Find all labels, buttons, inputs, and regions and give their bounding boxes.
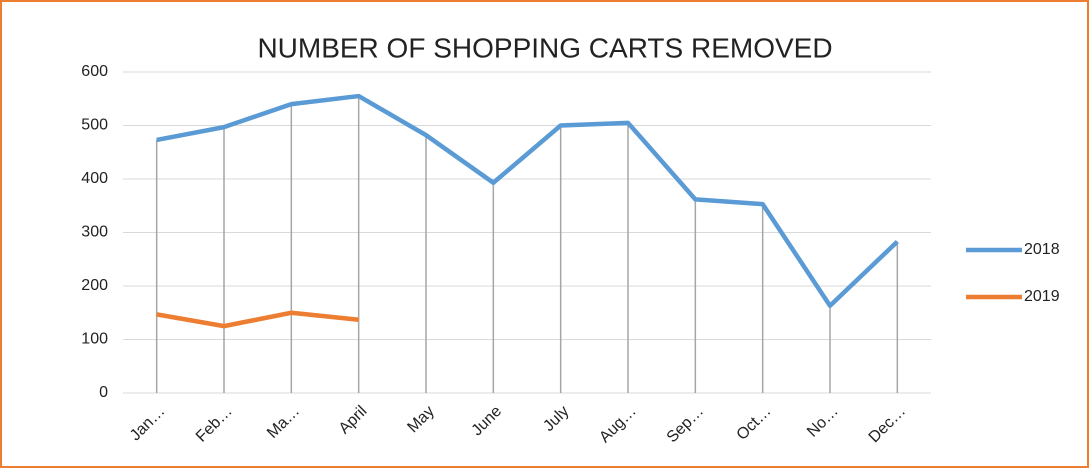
series-line: [156, 310, 359, 329]
y-tick-label: 200: [81, 277, 108, 294]
y-tick-label: 100: [81, 331, 108, 348]
y-tick-label: 500: [81, 117, 108, 134]
chart-title: NUMBER OF SHOPPING CARTS REMOVED: [257, 32, 832, 63]
legend-label: 2018: [1024, 241, 1060, 258]
y-tick-label: 400: [81, 170, 108, 187]
series-line: [156, 93, 899, 309]
y-tick-label: 0: [99, 384, 108, 401]
y-tick-label: 600: [81, 63, 108, 80]
y-tick-label: 300: [81, 224, 108, 241]
legend-label: 2019: [1024, 288, 1060, 305]
